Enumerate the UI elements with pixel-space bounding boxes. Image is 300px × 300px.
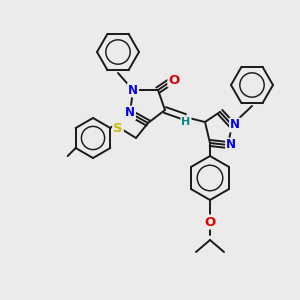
Text: N: N (125, 106, 135, 119)
Text: O: O (204, 215, 216, 229)
Text: S: S (113, 122, 123, 134)
Text: N: N (128, 83, 138, 97)
Text: H: H (182, 117, 190, 127)
Text: N: N (230, 118, 240, 131)
Text: N: N (226, 139, 236, 152)
Text: O: O (168, 74, 180, 86)
